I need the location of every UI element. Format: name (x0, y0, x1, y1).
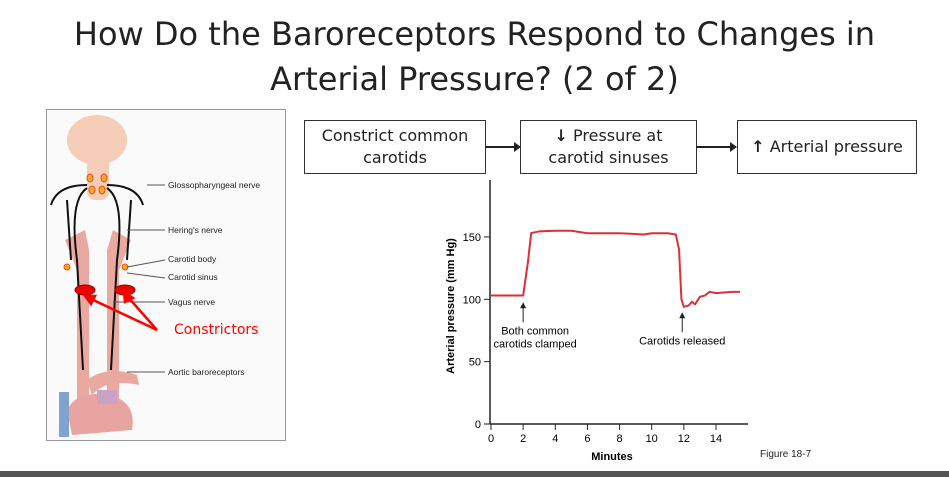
y-tick-label: 150 (463, 232, 481, 244)
x-tick-label: 10 (646, 433, 658, 445)
flow-arrow-1 (485, 142, 521, 152)
flow-box-constrict: Constrict common carotids (304, 120, 486, 174)
annotation-arrowhead (520, 302, 527, 309)
down-arrow-icon: ↓ (554, 126, 568, 145)
flow-box-1-text: Constrict common carotids (321, 126, 469, 167)
baroreceptor-diagram: Glossopharyngeal nerve Hering's nerve Ca… (46, 109, 286, 441)
label-herings-nerve: Hering's nerve (168, 225, 223, 235)
annotation-arrowhead (679, 312, 686, 319)
flow-box-2-text: Pressure at carotid sinuses (548, 126, 669, 167)
x-tick-label: 8 (616, 433, 622, 445)
x-tick-label: 6 (584, 433, 590, 445)
x-tick-label: 0 (488, 433, 494, 445)
label-carotid-sinus: Carotid sinus (168, 272, 218, 282)
x-axis-label: Minutes (591, 451, 633, 463)
y-axis-label: Arterial pressure (mm Hg) (445, 238, 457, 374)
flow-box-3-text: Arterial pressure (769, 137, 903, 156)
x-tick-label: 4 (552, 433, 558, 445)
x-tick-label: 14 (710, 433, 722, 445)
anatomy-illustration (50, 115, 166, 437)
annotation-text: carotids clamped (494, 338, 577, 350)
x-tick-label: 12 (678, 433, 690, 445)
y-tick-label: 100 (463, 294, 481, 306)
flow-box-arterial: ↑ Arterial pressure (737, 120, 917, 174)
label-glossopharyngeal-nerve: Glossopharyngeal nerve (168, 180, 261, 190)
figure-label: Figure 18-7 (760, 449, 812, 460)
y-tick-label: 0 (475, 419, 481, 431)
flow-arrow-2 (696, 142, 737, 152)
slide-title: How Do the Baroreceptors Respond to Chan… (0, 12, 949, 102)
title-line-1: How Do the Baroreceptors Respond to Chan… (73, 15, 876, 53)
x-tick-label: 2 (520, 433, 526, 445)
pressure-series-line (491, 229, 741, 308)
bottom-bar (0, 471, 949, 477)
flow-box-pressure: ↓ Pressure at carotid sinuses (520, 120, 697, 174)
annotation-text: Both common (501, 325, 569, 337)
y-tick-label: 50 (469, 357, 481, 369)
pressure-chart: 0 50 100 150 0 2 4 6 8 10 12 14 Minutes Arterial pres… (445, 180, 748, 463)
label-constrictors: Constrictors (174, 322, 259, 338)
up-arrow-icon: ↑ (751, 137, 765, 156)
label-carotid-body: Carotid body (168, 254, 217, 264)
annotation-text: Carotids released (639, 335, 725, 347)
title-line-2: Arterial Pressure? (2 of 2) (270, 60, 679, 98)
label-vagus-nerve: Vagus nerve (168, 297, 216, 307)
label-aortic-baroreceptors: Aortic baroreceptors (168, 367, 245, 377)
